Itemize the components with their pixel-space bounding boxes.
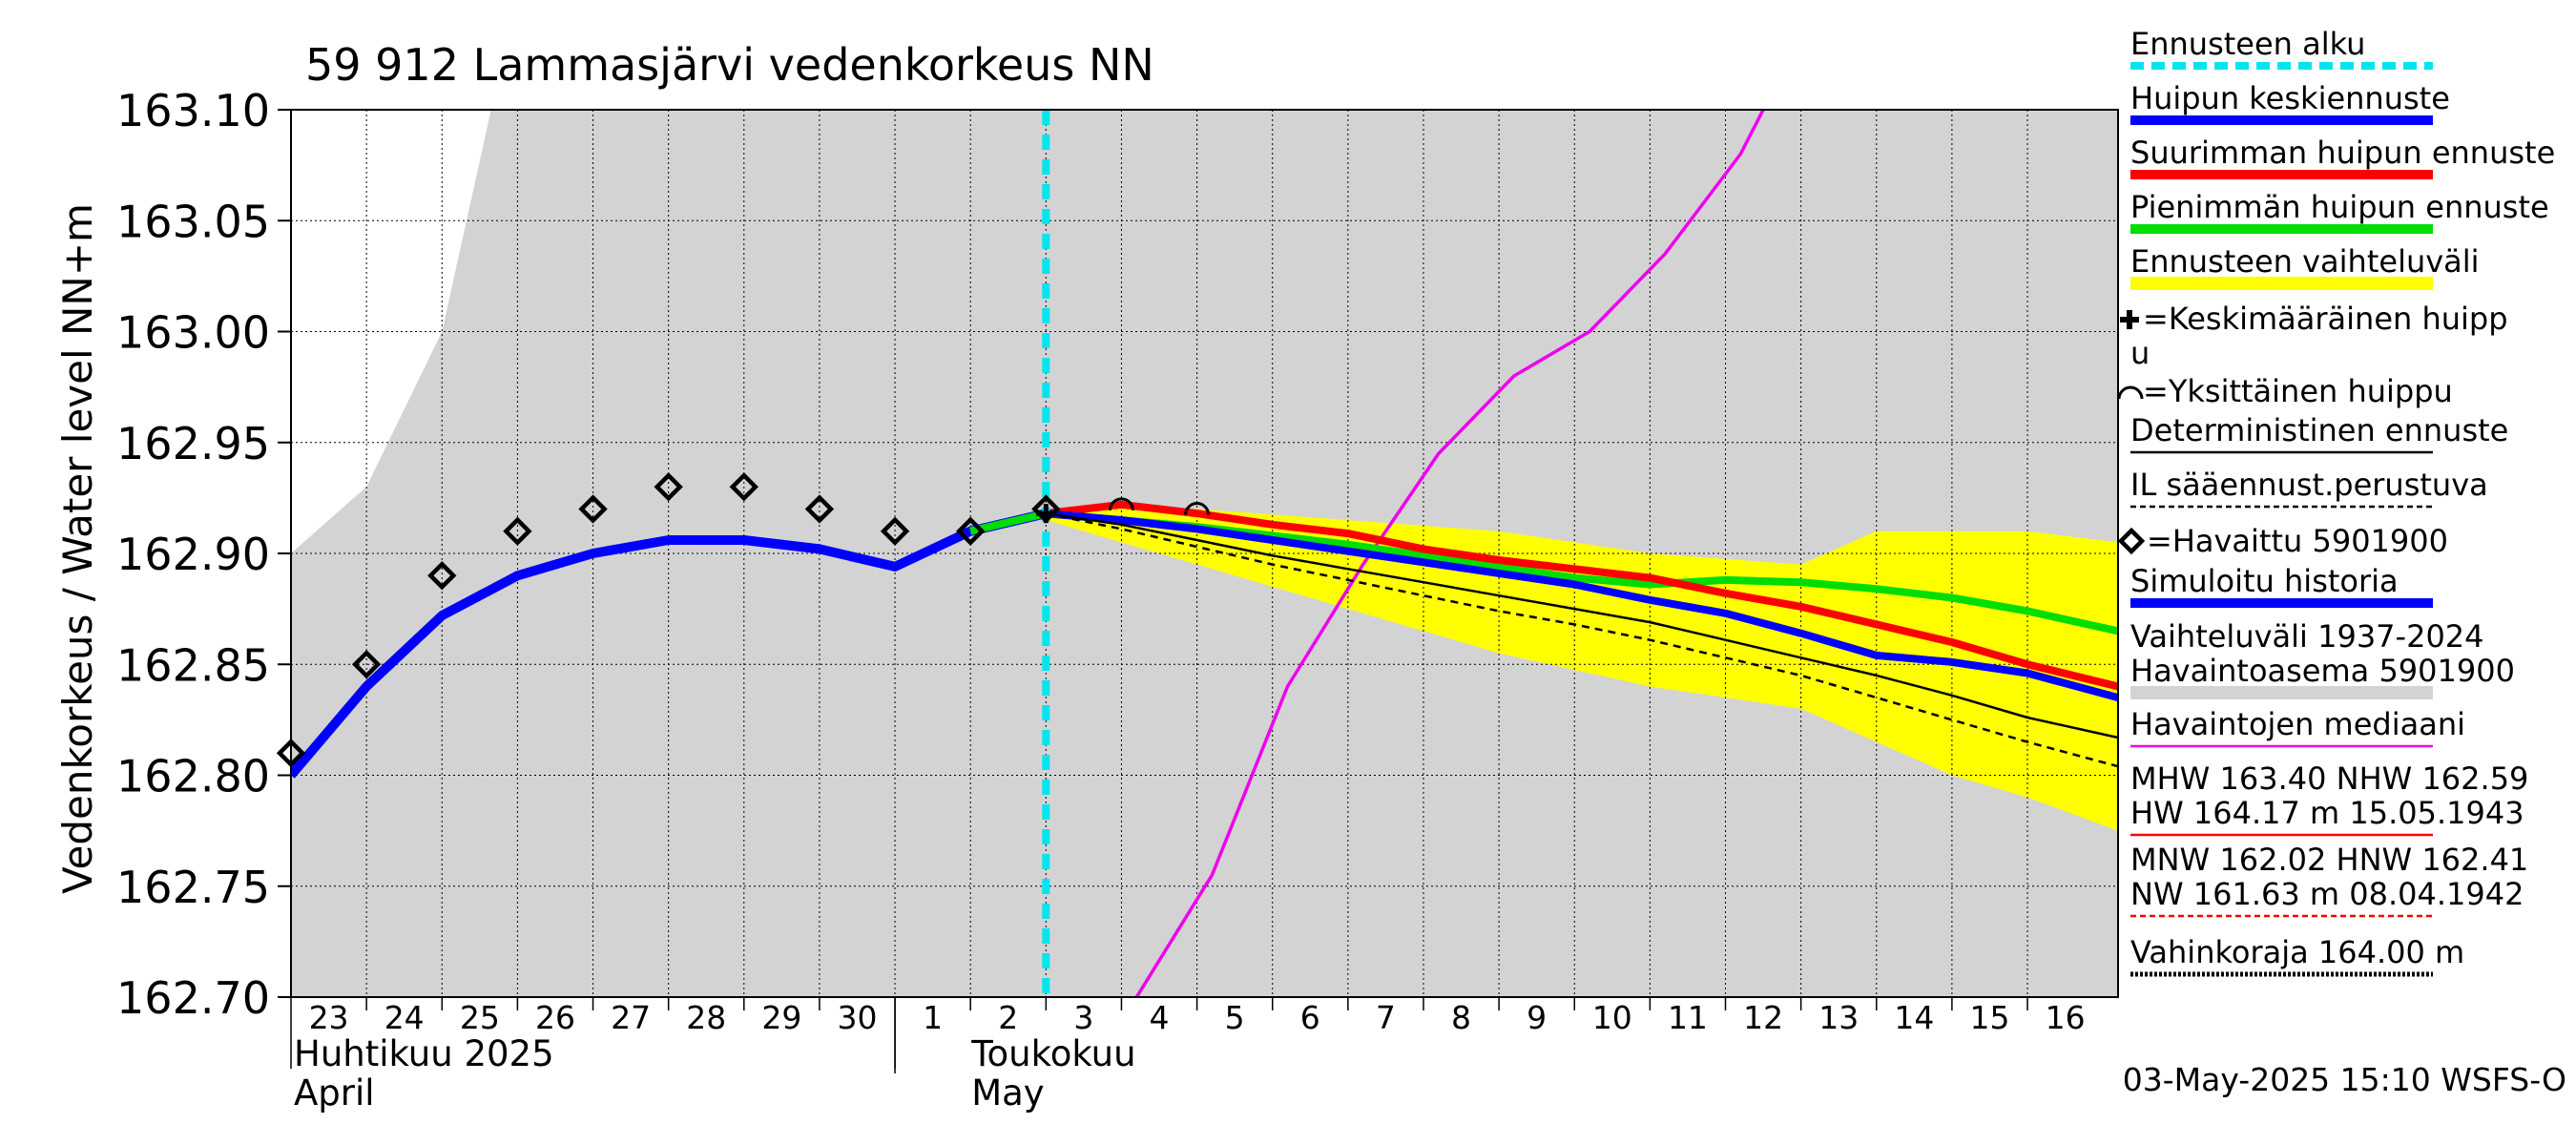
legend-label: Havaintojen mediaani: [2130, 706, 2465, 742]
x-tick-label: 11: [1668, 999, 1708, 1036]
x-tick-label: 23: [309, 999, 349, 1036]
month-label-april-en: April: [294, 1072, 375, 1114]
legend-label: Simuloitu historia: [2130, 563, 2399, 599]
observed-point: [956, 516, 986, 546]
x-tick-label: 1: [923, 999, 943, 1036]
x-tick-label: 3: [1073, 999, 1093, 1036]
legend-label: Ennusteen alku: [2130, 26, 2365, 62]
legend-diamond-icon: [2117, 527, 2146, 555]
y-tick-label: 163.05: [116, 196, 270, 247]
legend-item-deterministic: Deterministinen ennuste: [2130, 412, 2508, 454]
legend-label-line2: Havaintoasema 5901900: [2130, 653, 2515, 689]
y-tick-label: 163.10: [116, 85, 270, 136]
legend-item-forecast-start: Ennusteen alku: [2130, 26, 2433, 70]
legend-item-observed: =Havaittu 5901900: [2117, 523, 2448, 559]
legend-plus-icon: [2120, 310, 2139, 329]
observed-point: [654, 472, 683, 502]
legend-label: Pienimmän huipun ennuste: [2130, 189, 2549, 225]
legend-label-line2: u: [2130, 335, 2150, 371]
y-axis-label: Vedenkorkeus / Water level NN+m: [54, 203, 101, 894]
x-tick-label: 25: [460, 999, 500, 1036]
legend-label: =Havaittu 5901900: [2147, 523, 2448, 559]
month-label-april-fi: Huhtikuu 2025: [294, 1033, 554, 1074]
y-tick-label: 162.75: [116, 862, 270, 913]
x-tick-label: 15: [1969, 999, 2009, 1036]
observed-point: [729, 472, 758, 502]
x-tick-label: 28: [686, 999, 726, 1036]
x-tick-label: 4: [1150, 999, 1170, 1036]
legend-item-peak-mean: Huipun keskiennuste: [2130, 80, 2450, 125]
x-tick-label: 26: [535, 999, 575, 1036]
legend-item-range: Ennusteen vaihteluväli: [2130, 243, 2480, 290]
x-tick-label: 27: [611, 999, 651, 1036]
legend-label-line2: HW 164.17 m 15.05.1943: [2130, 795, 2524, 831]
legend-label: Huipun keskiennuste: [2130, 80, 2450, 116]
x-tick-label: 8: [1451, 999, 1471, 1036]
legend-label: Vaihteluväli 1937-2024: [2130, 618, 2484, 655]
deterministinen-ennuste-line: [1046, 511, 2118, 739]
simuloitu-historia-line: [291, 509, 1048, 779]
x-tick-label: 12: [1743, 999, 1783, 1036]
y-tick-label: 163.00: [116, 307, 270, 359]
y-tick-label: 162.70: [116, 972, 270, 1024]
observed-point: [578, 494, 608, 524]
huipun-keskiennuste-line: [1045, 510, 2118, 701]
legend-label: Suurimman huipun ennuste: [2130, 135, 2555, 171]
x-tick-label: 13: [1818, 999, 1859, 1036]
y-tick-label: 162.90: [116, 529, 270, 580]
y-tick-label: 162.85: [116, 639, 270, 691]
x-tick-label: 5: [1225, 999, 1245, 1036]
legend-label: Ennusteen vaihteluväli: [2130, 243, 2480, 280]
legend-label: IL sääennust.perustuva: [2130, 467, 2488, 503]
single-peak-marker: [1184, 502, 1211, 515]
month-label-may-fi: Toukokuu: [970, 1033, 1135, 1074]
x-tick-label: 10: [1592, 999, 1632, 1036]
observed-point: [351, 650, 382, 679]
x-tick-label: 6: [1300, 999, 1320, 1036]
x-tick-label: 16: [2046, 999, 2086, 1036]
observed-point: [427, 561, 457, 591]
legend-item-peak-max: Suurimman huipun ennuste: [2130, 135, 2555, 179]
mean-peak-marker: [1036, 504, 1056, 524]
observed-point: [503, 516, 532, 546]
legend-item-single-peak-marker: =Yksittäinen huippu: [2117, 373, 2453, 409]
x-tick-label: 7: [1376, 999, 1396, 1036]
legend-label: MHW 163.40 NHW 162.59: [2130, 760, 2528, 797]
legend-item-peak-min: Pienimmän huipun ennuste: [2130, 189, 2549, 234]
y-tick-label: 162.80: [116, 751, 270, 802]
observed-point: [880, 516, 910, 546]
il-saaennust-perustuva-line: [1046, 511, 2118, 768]
legend-label: =Keskimääräinen huipp: [2143, 301, 2508, 337]
x-tick-label: 9: [1527, 999, 1547, 1036]
chart-title: 59 912 Lammasjärvi vedenkorkeus NN: [305, 39, 1154, 91]
suurimman-huipun-ennuste-line: [1045, 500, 2118, 691]
y-tick-label: 162.95: [116, 418, 270, 469]
month-label-may-en: May: [971, 1072, 1045, 1114]
legend-label: Deterministinen ennuste: [2130, 412, 2508, 448]
legend-item-mean-peak-marker: =Keskimääräinen huippu: [2120, 301, 2508, 371]
single-peak-marker: [1108, 497, 1134, 510]
x-tick-label: 30: [837, 999, 877, 1036]
timestamp: 03-May-2025 15:10 WSFS-O: [2123, 1061, 2566, 1098]
legend-label-line2: NW 161.63 m 08.04.1942: [2130, 876, 2524, 912]
legend-item-simulated: Simuloitu historia: [2130, 563, 2433, 608]
legend-label: Vahinkoraja 164.00 m: [2130, 934, 2464, 970]
legend-item-damage: Vahinkoraja 164.00 m: [2130, 934, 2464, 977]
x-tick-label: 24: [384, 999, 425, 1036]
legend-arc-icon: [2117, 385, 2144, 400]
x-tick-label: 14: [1894, 999, 1934, 1036]
legend-item-il-forecast: IL sääennust.perustuva: [2130, 467, 2488, 509]
legend-label: =Yksittäinen huippu: [2143, 373, 2453, 409]
legend-item-variation: Vaihteluväli 1937-2024 Havaintoasema 590…: [2130, 618, 2515, 699]
x-tick-label: 2: [998, 999, 1018, 1036]
legend-item-median: Havaintojen mediaani: [2130, 706, 2465, 748]
x-tick-label: 29: [761, 999, 801, 1036]
legend-label: MNW 162.02 HNW 162.41: [2130, 842, 2528, 878]
observed-point: [804, 494, 835, 524]
havaintojen-mediaani-line: [1133, 110, 1765, 997]
